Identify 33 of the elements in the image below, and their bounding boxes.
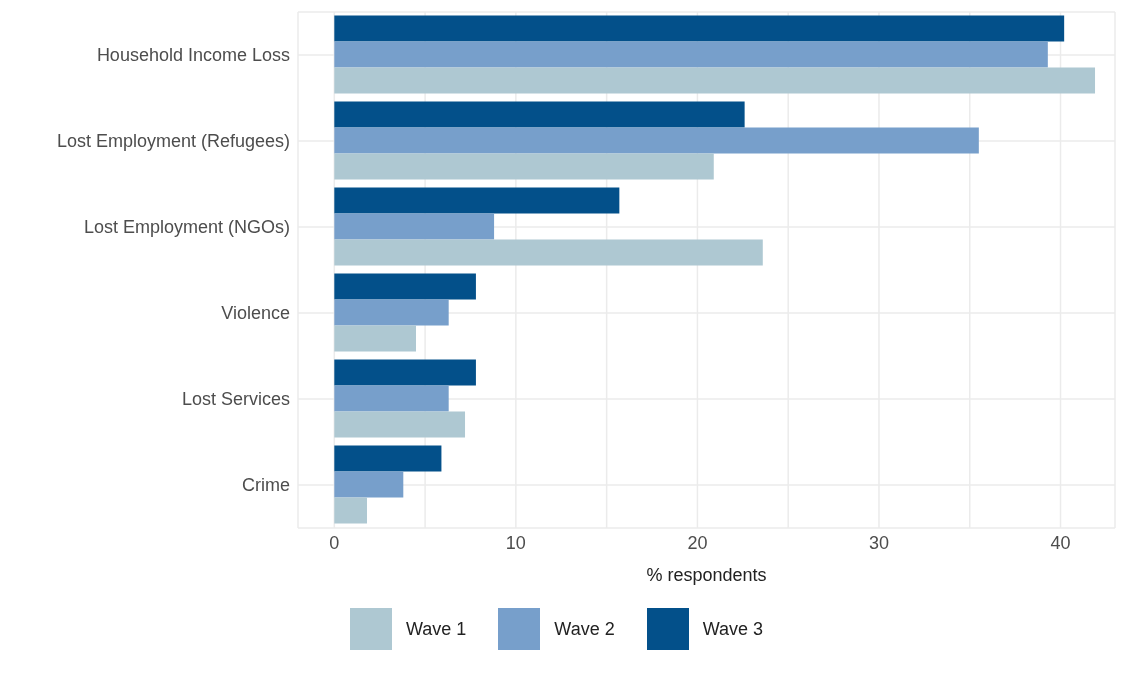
legend-label: Wave 3 xyxy=(702,618,764,640)
y-tick-label: Violence xyxy=(221,303,290,324)
bar xyxy=(334,41,1048,68)
x-tick-label: 30 xyxy=(868,532,889,553)
bar xyxy=(334,325,417,352)
bar xyxy=(334,15,1065,42)
bar xyxy=(334,67,1096,94)
y-tick-label: Lost Employment (Refugees) xyxy=(56,131,290,152)
bar xyxy=(334,187,620,214)
x-axis-title: % respondents xyxy=(646,564,767,585)
x-tick-label: 20 xyxy=(687,532,708,553)
bar xyxy=(334,213,495,240)
legend-label: Wave 2 xyxy=(554,618,615,640)
y-tick-label: Household Income Loss xyxy=(96,45,290,66)
bar xyxy=(334,471,404,498)
bar xyxy=(334,359,476,386)
legend-label: Wave 1 xyxy=(405,618,467,640)
x-tick-label: 10 xyxy=(505,532,526,553)
bar xyxy=(334,127,979,154)
y-tick-label: Lost Employment (NGOs) xyxy=(83,217,290,238)
bar xyxy=(334,411,466,438)
bar xyxy=(334,385,449,412)
y-tick-label: Lost Services xyxy=(181,389,290,410)
bar xyxy=(334,497,367,524)
bar xyxy=(334,299,449,326)
x-tick-label: 40 xyxy=(1050,532,1071,553)
bar xyxy=(334,445,442,472)
x-tick-label: 0 xyxy=(329,532,340,553)
bar xyxy=(334,273,476,300)
bar xyxy=(334,101,745,128)
bar xyxy=(334,239,763,266)
bar xyxy=(334,153,714,180)
y-tick-label: Crime xyxy=(242,475,290,496)
